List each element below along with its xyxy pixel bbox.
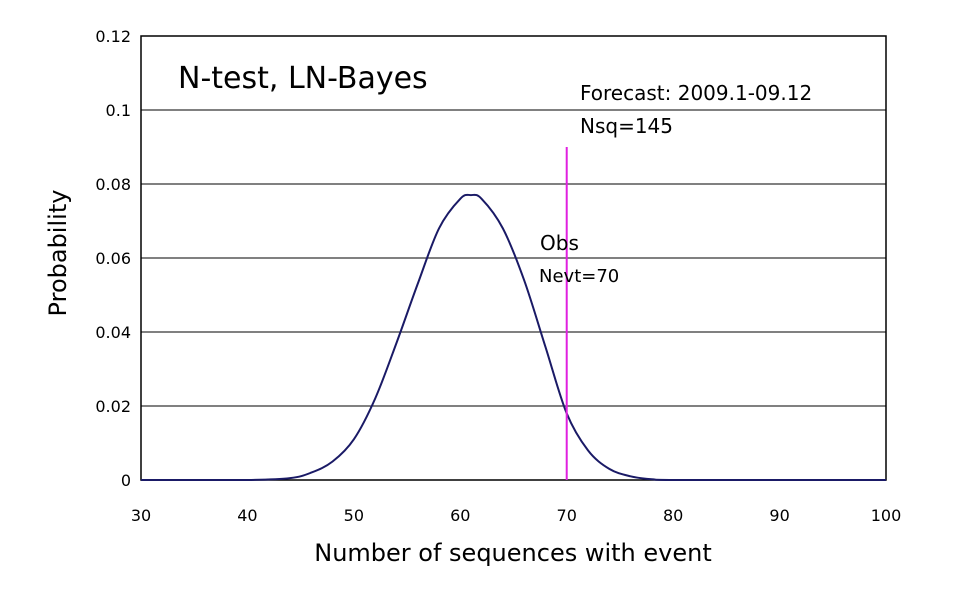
x-tick-label: 50: [344, 506, 364, 525]
y-tick-label: 0.1: [106, 101, 131, 120]
x-tick-labels: 30 40 50 60 70 80 90 100: [131, 506, 901, 525]
x-tick-label: 60: [450, 506, 470, 525]
y-tick-label: 0.12: [95, 27, 131, 46]
y-tick-label: 0.02: [95, 397, 131, 416]
y-axis-title: Probability: [44, 190, 72, 317]
x-tick-label: 40: [237, 506, 257, 525]
y-tick-label: 0.04: [95, 323, 131, 342]
nsq-label: Nsq=145: [580, 114, 673, 138]
x-axis-title: Number of sequences with event: [314, 539, 712, 567]
obs-label: Obs: [540, 231, 579, 255]
gridlines: [141, 109, 886, 407]
y-tick-label: 0.08: [95, 175, 131, 194]
x-tick-label: 100: [871, 506, 902, 525]
y-tick-labels: 0 0.02 0.04 0.06 0.08 0.1 0.12: [95, 27, 131, 490]
x-tick-label: 80: [663, 506, 683, 525]
nevt-label: Nevt=70: [539, 266, 619, 287]
x-tick-label: 70: [557, 506, 577, 525]
y-tick-label: 0.06: [95, 249, 131, 268]
x-tick-label: 30: [131, 506, 151, 525]
probability-curve: [141, 193, 886, 481]
y-tick-label: 0: [121, 471, 131, 490]
chart-title: N-test, LN-Bayes: [178, 61, 428, 96]
x-tick-label: 90: [769, 506, 789, 525]
forecast-label: Forecast: 2009.1-09.12: [580, 81, 812, 105]
